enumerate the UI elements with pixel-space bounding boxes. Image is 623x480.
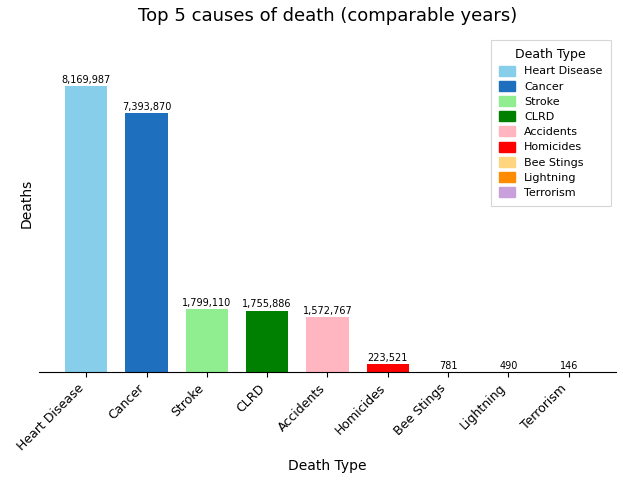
Bar (186, 309, 228, 372)
Bar (367, 364, 409, 372)
Bar (65, 86, 107, 372)
Text: 1,799,110: 1,799,110 (183, 298, 232, 308)
Bar (246, 311, 288, 372)
Bar (125, 113, 168, 372)
Title: Top 5 causes of death (comparable years): Top 5 causes of death (comparable years) (138, 7, 517, 25)
Text: 8,169,987: 8,169,987 (62, 75, 111, 85)
Text: 1,755,886: 1,755,886 (242, 300, 292, 309)
Text: 146: 146 (559, 361, 578, 371)
Text: 223,521: 223,521 (368, 353, 408, 363)
Y-axis label: Deaths: Deaths (19, 179, 34, 228)
X-axis label: Death Type: Death Type (288, 459, 367, 473)
Text: 781: 781 (439, 361, 457, 371)
Text: 7,393,870: 7,393,870 (122, 102, 171, 112)
Bar (307, 317, 349, 372)
Text: 1,572,767: 1,572,767 (303, 306, 353, 316)
Text: 490: 490 (499, 361, 518, 371)
Legend: Heart Disease, Cancer, Stroke, CLRD, Accidents, Homicides, Bee Stings, Lightning: Heart Disease, Cancer, Stroke, CLRD, Acc… (491, 40, 611, 206)
